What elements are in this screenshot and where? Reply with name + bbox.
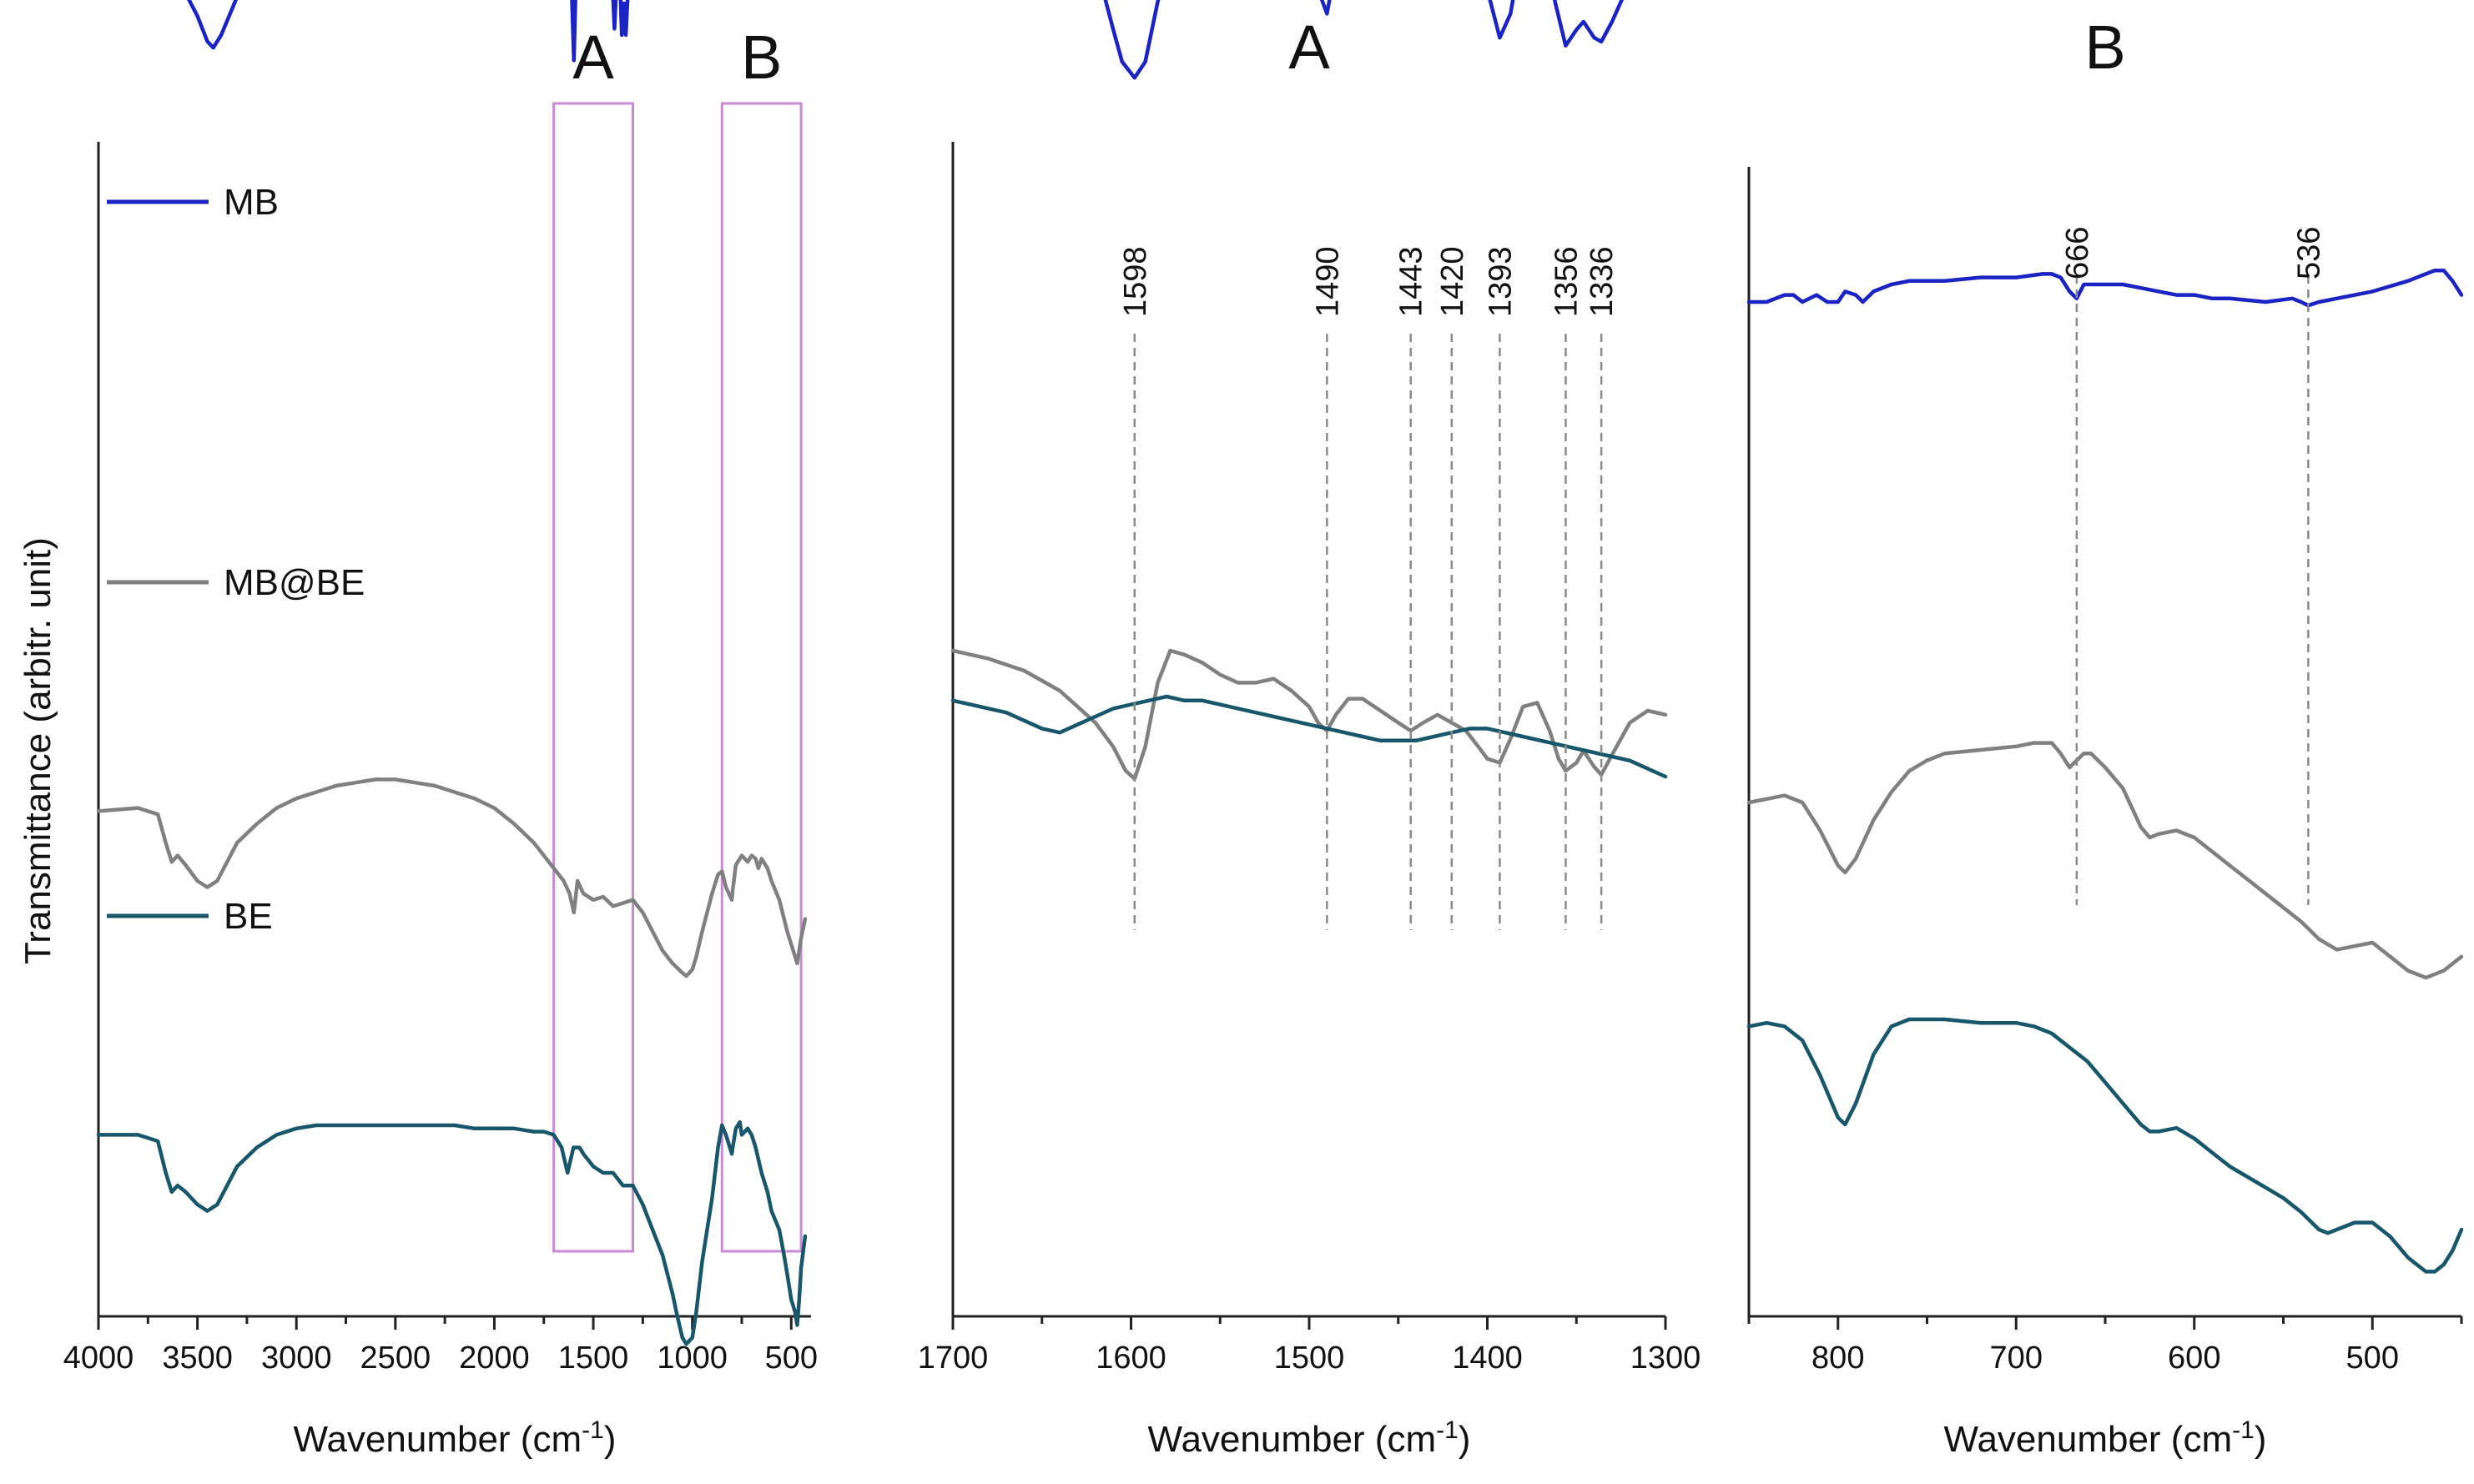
y-axis-label: Transmittance (arbitr. unit) xyxy=(18,537,58,964)
x-tick-label-1500: 1500 xyxy=(1274,1341,1345,1376)
legend-label-mb: MB xyxy=(224,182,279,223)
series-line-mb-be xyxy=(96,777,808,978)
panel-title-a: A xyxy=(1288,13,1330,82)
x-tick-label-2000: 2000 xyxy=(459,1341,530,1376)
panel-region-a: 1700 1600 1500 1400 1300 Wavenumber (cm-1) A 15… xyxy=(918,0,1701,1460)
peak-label-1393: 1393 xyxy=(1483,246,1518,317)
x-tick-label-700: 700 xyxy=(1990,1341,2043,1376)
x-tick-label-500: 500 xyxy=(765,1341,818,1376)
x-axis-label-main: Wavenumber (cm xyxy=(294,1419,582,1460)
series-line-mb xyxy=(1746,268,2464,308)
panel-full-spectrum: 4000 3500 3000 2500 2000 1500 1000 500 Wavenumbe… xyxy=(18,0,818,1460)
peak-label-1490: 1490 xyxy=(1310,246,1345,317)
series-line-be xyxy=(1746,1017,2464,1274)
region-label-b: B xyxy=(741,23,782,92)
panel-title-b: B xyxy=(2084,13,2125,82)
x-tick-label-500: 500 xyxy=(2346,1341,2399,1376)
series-line-mb xyxy=(1103,0,1624,80)
series-line-be xyxy=(950,694,1668,779)
region-box-a xyxy=(552,102,634,1253)
x-axis-label-close: ) xyxy=(1459,1419,1471,1460)
legend-label-be: BE xyxy=(224,896,273,937)
peak-label-1443: 1443 xyxy=(1394,246,1429,317)
peak-label-666: 666 xyxy=(2060,227,2095,279)
x-tick-label-1000: 1000 xyxy=(657,1341,728,1376)
peak-label-1356: 1356 xyxy=(1549,246,1584,317)
series-line-mb-be xyxy=(950,648,1668,781)
x-axis-label-close: ) xyxy=(2255,1419,2267,1460)
x-tick-label-800: 800 xyxy=(1811,1341,1864,1376)
peak-label-536: 536 xyxy=(2291,227,2326,279)
x-axis-label: Wavenumber (cm-1) xyxy=(1148,1416,1471,1461)
x-tick-label-3500: 3500 xyxy=(162,1341,233,1376)
series-line-mb xyxy=(187,0,630,63)
x-tick-label-2500: 2500 xyxy=(360,1341,431,1376)
x-axis-label-close: ) xyxy=(604,1419,617,1460)
x-axis-label-exponent: -1 xyxy=(1436,1416,1459,1444)
x-tick-label-4000: 4000 xyxy=(63,1341,134,1376)
x-tick-label-600: 600 xyxy=(2168,1341,2220,1376)
x-axis-label-exponent: -1 xyxy=(582,1416,604,1444)
x-tick-label-1300: 1300 xyxy=(1630,1341,1701,1376)
x-tick-label-1700: 1700 xyxy=(918,1341,989,1376)
series-line-be xyxy=(96,1119,808,1346)
peak-label-1420: 1420 xyxy=(1435,246,1470,317)
x-tick-label-1500: 1500 xyxy=(558,1341,629,1376)
series-line-mb-be xyxy=(1746,741,2464,980)
x-axis-label: Wavenumber (cm-1) xyxy=(1944,1416,2267,1461)
region-label-a: A xyxy=(572,23,614,92)
x-tick-label-1600: 1600 xyxy=(1096,1341,1166,1376)
x-axis-label-main: Wavenumber (cm xyxy=(1148,1419,1437,1460)
peak-label-1598: 1598 xyxy=(1118,246,1153,317)
panel-region-b: 800 700 600 500 Wavenumber (cm-1) B 666 536 xyxy=(1746,13,2464,1461)
x-tick-label-1400: 1400 xyxy=(1452,1341,1523,1376)
x-tick-label-3000: 3000 xyxy=(261,1341,332,1376)
peak-label-1336: 1336 xyxy=(1585,246,1620,317)
x-axis-label-main: Wavenumber (cm xyxy=(1944,1419,2233,1460)
legend-label-mb-be: MB@BE xyxy=(224,562,365,603)
x-axis-label: Wavenumber (cm-1) xyxy=(294,1416,617,1461)
region-box-b xyxy=(720,102,803,1253)
x-axis-label-exponent: -1 xyxy=(2232,1416,2255,1444)
